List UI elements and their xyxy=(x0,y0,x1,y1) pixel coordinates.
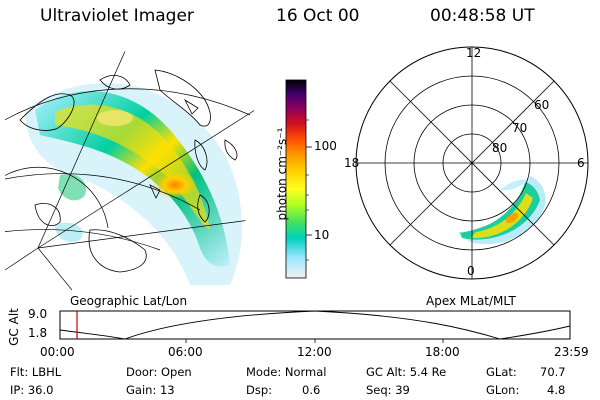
glat-value: 70.7 xyxy=(540,365,566,379)
mode-info: Mode: Normal xyxy=(246,365,327,379)
observation-time: 00:48:58 UT xyxy=(430,6,535,26)
ip-info: IP: 36.0 xyxy=(10,383,54,397)
door-info: Door: Open xyxy=(126,365,192,379)
colorbar-unit-label: photon cm⁻²s⁻¹ xyxy=(275,127,289,221)
gain-info: Gain: 13 xyxy=(126,383,175,397)
intensity-colorbar xyxy=(285,79,312,279)
polar-panel-label: Apex MLat/MLT xyxy=(426,294,516,308)
gc-alt-info: GC Alt: 5.4 Re xyxy=(366,365,447,379)
mlt-label-18: 18 xyxy=(344,156,360,170)
geographic-panel-label: Geographic Lat/Lon xyxy=(70,294,188,308)
time-tick-0600: 06:00 xyxy=(168,345,203,359)
glon-value: 4.8 xyxy=(547,383,566,397)
colorbar-tick-10: 10 xyxy=(314,228,330,242)
time-tick-2359: 23:59 xyxy=(554,345,589,359)
glat-label: GLat: xyxy=(486,365,517,379)
dsp-value: 0.6 xyxy=(302,383,321,397)
colorbar-tick-100: 100 xyxy=(314,139,337,153)
filter-info: Flt: LBHL xyxy=(10,365,62,379)
app-title: Ultraviolet Imager xyxy=(40,6,194,26)
time-tick-1200: 12:00 xyxy=(297,345,332,359)
glon-label: GLon: xyxy=(486,383,520,397)
altitude-tick-high: 9.0 xyxy=(28,307,48,321)
mlat-label-80: 80 xyxy=(492,141,508,155)
mlat-label-70: 70 xyxy=(512,121,528,135)
time-tick-1800: 18:00 xyxy=(425,345,460,359)
polar-plot xyxy=(355,46,589,280)
altitude-axis-label: GC Alt xyxy=(7,308,21,346)
seq-info: Seq: 39 xyxy=(366,383,410,397)
observation-date: 16 Oct 00 xyxy=(276,6,360,26)
mlt-label-12: 12 xyxy=(466,46,482,60)
altitude-tick-low: 1.8 xyxy=(28,326,48,340)
dsp-label: Dsp: xyxy=(246,383,273,397)
altitude-plot xyxy=(59,310,571,343)
mlt-label-0: 0 xyxy=(467,264,475,278)
mlat-label-60: 60 xyxy=(534,98,550,112)
mlt-label-6: 6 xyxy=(577,156,585,170)
time-tick-0000: 00:00 xyxy=(40,345,75,359)
geographic-image xyxy=(5,50,255,290)
